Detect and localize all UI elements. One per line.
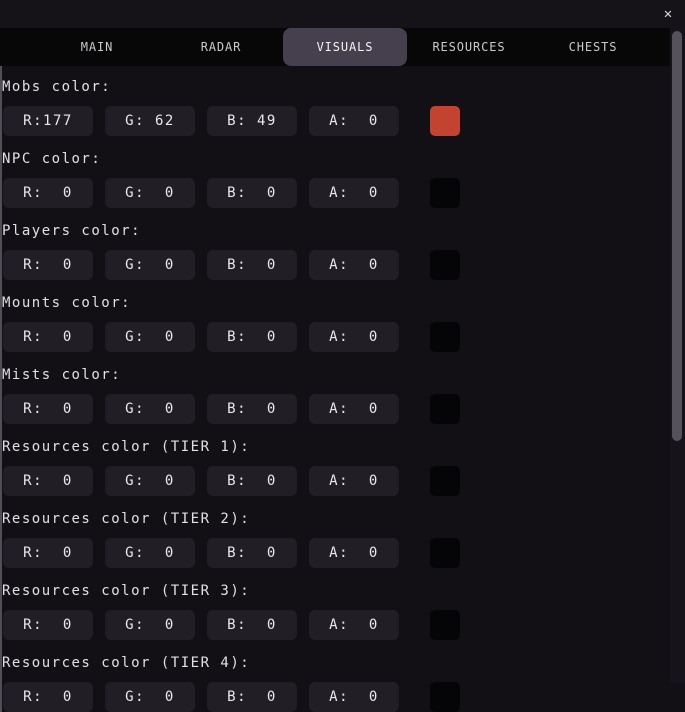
a-input[interactable]: A: 0 bbox=[309, 538, 399, 568]
g-input[interactable]: G: 0 bbox=[105, 610, 195, 640]
rgba-row: R: 0 G: 0 B: 0 A: 0 bbox=[2, 610, 685, 640]
titlebar: ✕ bbox=[0, 0, 685, 28]
b-input[interactable]: B: 0 bbox=[207, 466, 297, 496]
section-label: Mounts color: bbox=[2, 295, 132, 311]
rgba-row: R: 0 G: 0 B: 0 A: 0 bbox=[2, 178, 685, 208]
section-mounts-color: Mounts color: R: 0 G: 0 B: 0 A: 0 bbox=[2, 296, 685, 352]
r-input[interactable]: R: 0 bbox=[3, 538, 93, 568]
color-swatch bbox=[430, 394, 460, 424]
section-resources-tier1-color: Resources color (TIER 1): R: 0 G: 0 B: 0… bbox=[2, 440, 685, 496]
r-input[interactable]: R: 0 bbox=[3, 250, 93, 280]
color-swatch bbox=[430, 106, 460, 136]
g-input[interactable]: G: 62 bbox=[105, 106, 195, 136]
section-mists-color: Mists color: R: 0 G: 0 B: 0 A: 0 bbox=[2, 368, 685, 424]
section-resources-tier4-color: Resources color (TIER 4): R: 0 G: 0 B: 0… bbox=[2, 656, 685, 712]
a-input[interactable]: A: 0 bbox=[309, 394, 399, 424]
color-swatch bbox=[430, 538, 460, 568]
section-label: Mobs color: bbox=[2, 79, 112, 95]
b-input[interactable]: B: 0 bbox=[207, 394, 297, 424]
section-resources-tier3-color: Resources color (TIER 3): R: 0 G: 0 B: 0… bbox=[2, 584, 685, 640]
g-input[interactable]: G: 0 bbox=[105, 394, 195, 424]
rgba-row: R: 0 G: 0 B: 0 A: 0 bbox=[2, 394, 685, 424]
b-input[interactable]: B: 0 bbox=[207, 322, 297, 352]
color-swatch bbox=[430, 178, 460, 208]
tab-chests[interactable]: CHESTS bbox=[568, 40, 618, 54]
tab-radar[interactable]: RADAR bbox=[200, 40, 242, 54]
b-input[interactable]: B: 0 bbox=[207, 250, 297, 280]
rgba-row: R: 0 G: 0 B: 0 A: 0 bbox=[2, 538, 685, 568]
a-input[interactable]: A: 0 bbox=[309, 106, 399, 136]
tab-main[interactable]: MAIN bbox=[80, 40, 114, 54]
section-label: Resources color (TIER 1): bbox=[2, 439, 251, 455]
scrollbar-track[interactable] bbox=[670, 28, 685, 683]
section-players-color: Players color: R: 0 G: 0 B: 0 A: 0 bbox=[2, 224, 685, 280]
a-input[interactable]: A: 0 bbox=[309, 250, 399, 280]
r-input[interactable]: R: 0 bbox=[3, 466, 93, 496]
color-swatch bbox=[430, 610, 460, 640]
rgba-row: R: 0 G: 0 B: 0 A: 0 bbox=[2, 466, 685, 496]
color-swatch bbox=[430, 682, 460, 712]
g-input[interactable]: G: 0 bbox=[105, 178, 195, 208]
b-input[interactable]: B: 0 bbox=[207, 538, 297, 568]
a-input[interactable]: A: 0 bbox=[309, 610, 399, 640]
r-input[interactable]: R: 0 bbox=[3, 178, 93, 208]
color-swatch bbox=[430, 250, 460, 280]
r-input[interactable]: R: 0 bbox=[3, 394, 93, 424]
section-label: Resources color (TIER 4): bbox=[2, 655, 251, 671]
g-input[interactable]: G: 0 bbox=[105, 250, 195, 280]
section-mobs-color: Mobs color: R:177 G: 62 B: 49 A: 0 bbox=[2, 80, 685, 136]
b-input[interactable]: B: 0 bbox=[207, 610, 297, 640]
tab-visuals[interactable]: VISUALS bbox=[283, 28, 407, 66]
r-input[interactable]: R: 0 bbox=[3, 682, 93, 712]
a-input[interactable]: A: 0 bbox=[309, 178, 399, 208]
g-input[interactable]: G: 0 bbox=[105, 538, 195, 568]
color-swatch bbox=[430, 322, 460, 352]
b-input[interactable]: B: 49 bbox=[207, 106, 297, 136]
tab-bar: MAIN RADAR VISUALS RESOURCES CHESTS bbox=[0, 28, 685, 66]
r-input[interactable]: R:177 bbox=[3, 106, 93, 136]
b-input[interactable]: B: 0 bbox=[207, 178, 297, 208]
r-input[interactable]: R: 0 bbox=[3, 610, 93, 640]
close-icon[interactable]: ✕ bbox=[663, 6, 673, 22]
rgba-row: R: 0 G: 0 B: 0 A: 0 bbox=[2, 250, 685, 280]
color-swatch bbox=[430, 466, 460, 496]
a-input[interactable]: A: 0 bbox=[309, 322, 399, 352]
a-input[interactable]: A: 0 bbox=[309, 682, 399, 712]
section-npc-color: NPC color: R: 0 G: 0 B: 0 A: 0 bbox=[2, 152, 685, 208]
g-input[interactable]: G: 0 bbox=[105, 466, 195, 496]
section-label: Resources color (TIER 3): bbox=[2, 583, 251, 599]
rgba-row: R: 0 G: 0 B: 0 A: 0 bbox=[2, 322, 685, 352]
visuals-panel: Mobs color: R:177 G: 62 B: 49 A: 0 NPC c… bbox=[0, 66, 685, 712]
tab-resources[interactable]: RESOURCES bbox=[432, 40, 506, 54]
section-label: NPC color: bbox=[2, 151, 102, 167]
section-label: Resources color (TIER 2): bbox=[2, 511, 251, 527]
section-label: Mists color: bbox=[2, 367, 122, 383]
b-input[interactable]: B: 0 bbox=[207, 682, 297, 712]
section-resources-tier2-color: Resources color (TIER 2): R: 0 G: 0 B: 0… bbox=[2, 512, 685, 568]
r-input[interactable]: R: 0 bbox=[3, 322, 93, 352]
section-label: Players color: bbox=[2, 223, 142, 239]
rgba-row: R: 0 G: 0 B: 0 A: 0 bbox=[2, 682, 685, 712]
rgba-row: R:177 G: 62 B: 49 A: 0 bbox=[2, 106, 685, 136]
g-input[interactable]: G: 0 bbox=[105, 682, 195, 712]
a-input[interactable]: A: 0 bbox=[309, 466, 399, 496]
g-input[interactable]: G: 0 bbox=[105, 322, 195, 352]
scrollbar-thumb[interactable] bbox=[672, 31, 682, 441]
